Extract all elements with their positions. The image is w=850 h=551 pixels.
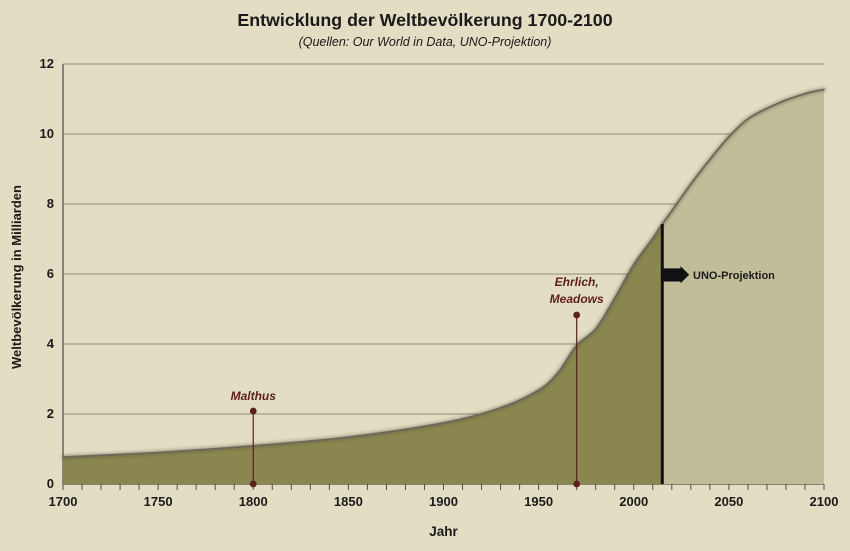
svg-text:8: 8 (47, 196, 54, 211)
svg-text:Weltbevölkerung in Milliarden: Weltbevölkerung in Milliarden (9, 185, 24, 369)
svg-text:6: 6 (47, 266, 54, 281)
svg-text:1800: 1800 (239, 494, 268, 509)
svg-text:Jahr: Jahr (429, 524, 458, 539)
svg-text:Malthus: Malthus (231, 389, 277, 403)
svg-text:4: 4 (47, 336, 55, 351)
svg-text:2000: 2000 (619, 494, 648, 509)
svg-text:0: 0 (47, 476, 54, 491)
svg-text:12: 12 (40, 56, 54, 71)
svg-text:1950: 1950 (524, 494, 553, 509)
svg-text:1900: 1900 (429, 494, 458, 509)
svg-text:(Quellen: Our World in Data, U: (Quellen: Our World in Data, UNO-Projekt… (299, 35, 552, 49)
svg-text:1850: 1850 (334, 494, 363, 509)
svg-text:Entwicklung der Weltbevölkerun: Entwicklung der Weltbevölkerung 1700-210… (237, 10, 612, 30)
svg-text:1700: 1700 (49, 494, 78, 509)
svg-text:Ehrlich,: Ehrlich, (555, 275, 599, 289)
svg-text:2050: 2050 (714, 494, 743, 509)
svg-text:2: 2 (47, 406, 54, 421)
svg-text:UNO-Projektion: UNO-Projektion (693, 270, 775, 282)
svg-text:1750: 1750 (144, 494, 173, 509)
svg-text:10: 10 (40, 126, 54, 141)
svg-text:2100: 2100 (810, 494, 839, 509)
svg-text:Meadows: Meadows (550, 292, 604, 306)
